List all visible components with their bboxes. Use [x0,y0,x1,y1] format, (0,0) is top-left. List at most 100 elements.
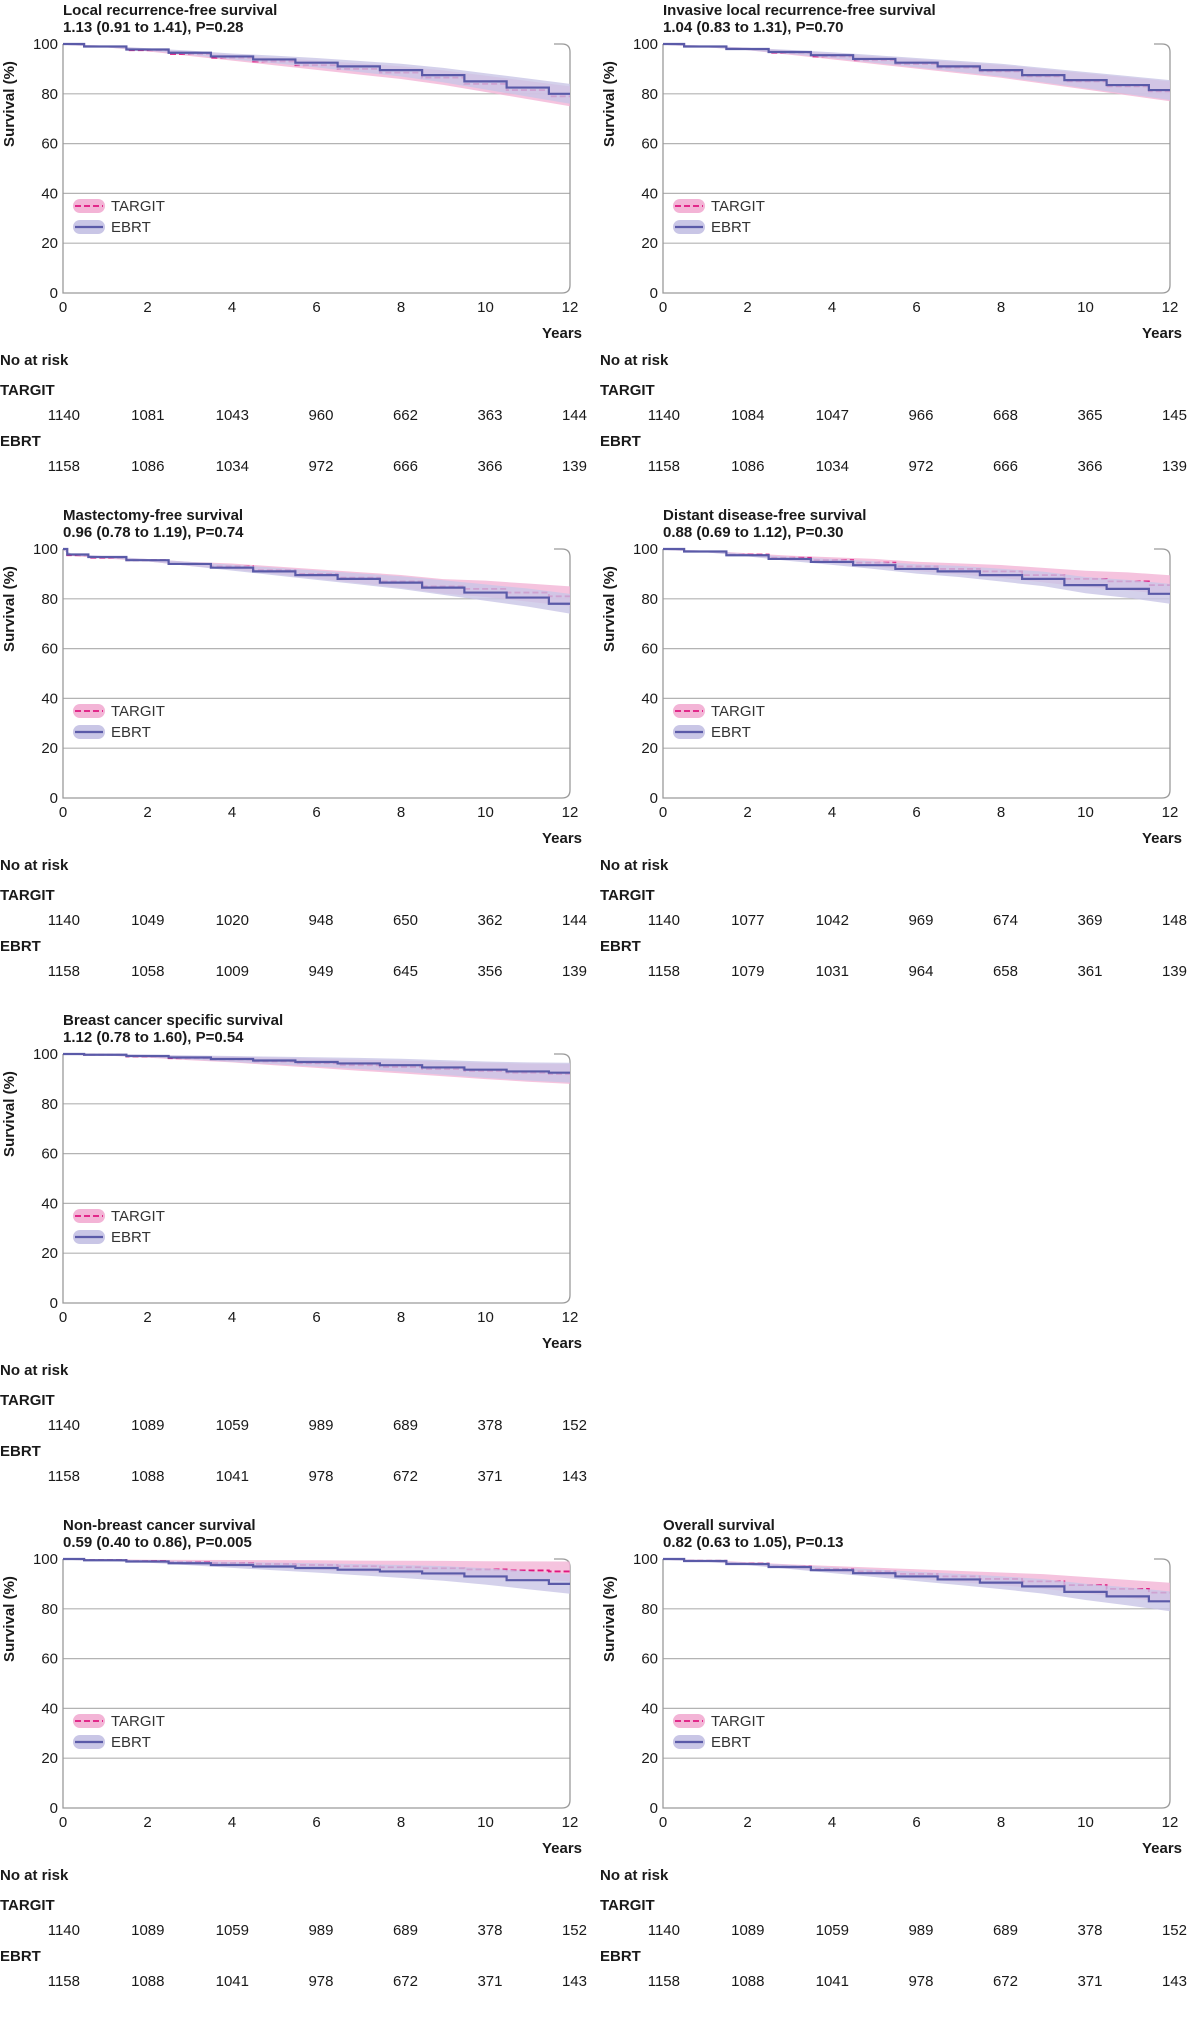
y-tick-label: 80 [41,1096,58,1113]
x-tick-label: 2 [143,1309,151,1326]
y-axis-label: Survival (%) [1,61,18,147]
y-tick-label: 40 [41,1700,58,1717]
x-axis-label: Years [542,830,582,847]
x-tick-label: 8 [397,299,405,316]
risk-value: 145 [1162,407,1187,424]
risk-value: 152 [1162,1922,1187,1939]
chart-title: Non-breast cancer survival [63,1517,256,1534]
risk-value: 1059 [216,1417,249,1434]
x-tick-label: 0 [59,1309,67,1326]
risk-value: 356 [477,963,502,980]
y-tick-label: 60 [641,136,658,153]
y-tick-label: 100 [33,1551,58,1568]
y-axis-label: Survival (%) [1,566,18,652]
y-tick-label: 20 [41,1245,58,1262]
y-tick-label: 0 [650,1800,658,1817]
chart-panel-mastectomy-free: Mastectomy-free survival 0.96 (0.78 to 1.… [0,505,600,1010]
risk-value: 1088 [131,1468,164,1485]
risk-value: 658 [993,963,1018,980]
risk-value: 143 [562,1468,587,1485]
chart-panel-invasive-local-recurrence: Invasive local recurrence-free survival 1… [600,0,1200,505]
series-ebrt-ci-band [63,1559,570,1594]
legend-label-targit: TARGIT [711,198,765,215]
plot-frame [62,1558,571,1809]
legend-label-ebrt: EBRT [111,1734,151,1751]
risk-value: 1089 [131,1417,164,1434]
x-tick-label: 4 [228,299,236,316]
x-tick-label: 6 [312,1309,320,1326]
x-tick-label: 2 [143,299,151,316]
series-ebrt-ci-band [63,44,570,104]
risk-value: 1158 [48,1973,80,1990]
risk-group-targit: TARGIT [600,887,655,904]
risk-value: 969 [908,912,933,929]
series-ebrt-line [663,1557,1170,1603]
risk-value: 1041 [216,1468,249,1485]
legend-label-ebrt: EBRT [711,724,751,741]
risk-value: 674 [993,912,1018,929]
y-tick-label: 60 [641,1651,658,1668]
x-tick-label: 8 [397,1814,405,1831]
risk-group-targit: TARGIT [0,1392,55,1409]
x-tick-label: 2 [743,299,751,316]
risk-value: 144 [562,407,587,424]
risk-value: 366 [477,458,502,475]
x-tick-label: 0 [659,804,667,821]
risk-value: 1140 [48,407,80,424]
risk-value: 139 [562,458,587,475]
risk-value: 378 [477,1922,502,1939]
series-targit-ci-band [663,1559,1170,1603]
y-tick-label: 80 [641,591,658,608]
x-tick-label: 10 [477,804,494,821]
series-ebrt-ci-band [63,1054,570,1083]
x-tick-label: 8 [997,1814,1005,1831]
risk-group-targit: TARGIT [600,1897,655,1914]
risk-value: 1041 [816,1973,849,1990]
legend-label-ebrt: EBRT [711,219,751,236]
y-tick-label: 100 [33,36,58,53]
plot-frame [662,1558,1171,1809]
risk-table-header: No at risk [0,1362,69,1379]
x-tick-label: 2 [743,1814,751,1831]
series-targit-ci-band [663,549,1170,596]
risk-value: 371 [477,1973,502,1990]
x-tick-label: 6 [912,299,920,316]
risk-value: 1043 [216,407,249,424]
legend-label-targit: TARGIT [711,703,765,720]
risk-value: 689 [993,1922,1018,1939]
series-ebrt-line [63,1052,570,1074]
y-tick-label: 80 [41,591,58,608]
risk-value: 1086 [731,458,764,475]
y-tick-label: 80 [41,1601,58,1618]
chart-subtitle: 1.13 (0.91 to 1.41), P=0.28 [63,19,244,36]
legend-label-targit: TARGIT [111,198,165,215]
y-tick-label: 20 [641,740,658,757]
risk-value: 152 [562,1922,587,1939]
series-ebrt-ci-band [663,549,1170,604]
legend-label-ebrt: EBRT [711,1734,751,1751]
x-axis-label: Years [542,325,582,342]
risk-value: 978 [308,1468,333,1485]
risk-value: 1041 [216,1973,249,1990]
chart-title: Overall survival [663,1517,775,1534]
risk-value: 1140 [648,407,680,424]
x-tick-label: 8 [997,804,1005,821]
x-tick-label: 12 [562,804,579,821]
risk-value: 369 [1077,912,1102,929]
risk-value: 672 [393,1468,418,1485]
chart-panel-local-recurrence: Local recurrence-free survival 1.13 (0.91… [0,0,600,505]
x-tick-label: 12 [1162,1814,1179,1831]
risk-value: 1158 [48,963,80,980]
risk-value: 989 [908,1922,933,1939]
risk-value: 989 [308,1417,333,1434]
risk-value: 1089 [731,1922,764,1939]
chart-panel-non-breast-cancer: Non-breast cancer survival 0.59 (0.40 to … [0,1515,600,2020]
series-ebrt-line [63,42,570,95]
risk-value: 1009 [216,963,249,980]
y-tick-label: 40 [41,690,58,707]
risk-value: 966 [908,407,933,424]
risk-value: 964 [908,963,933,980]
risk-value: 139 [1162,458,1187,475]
